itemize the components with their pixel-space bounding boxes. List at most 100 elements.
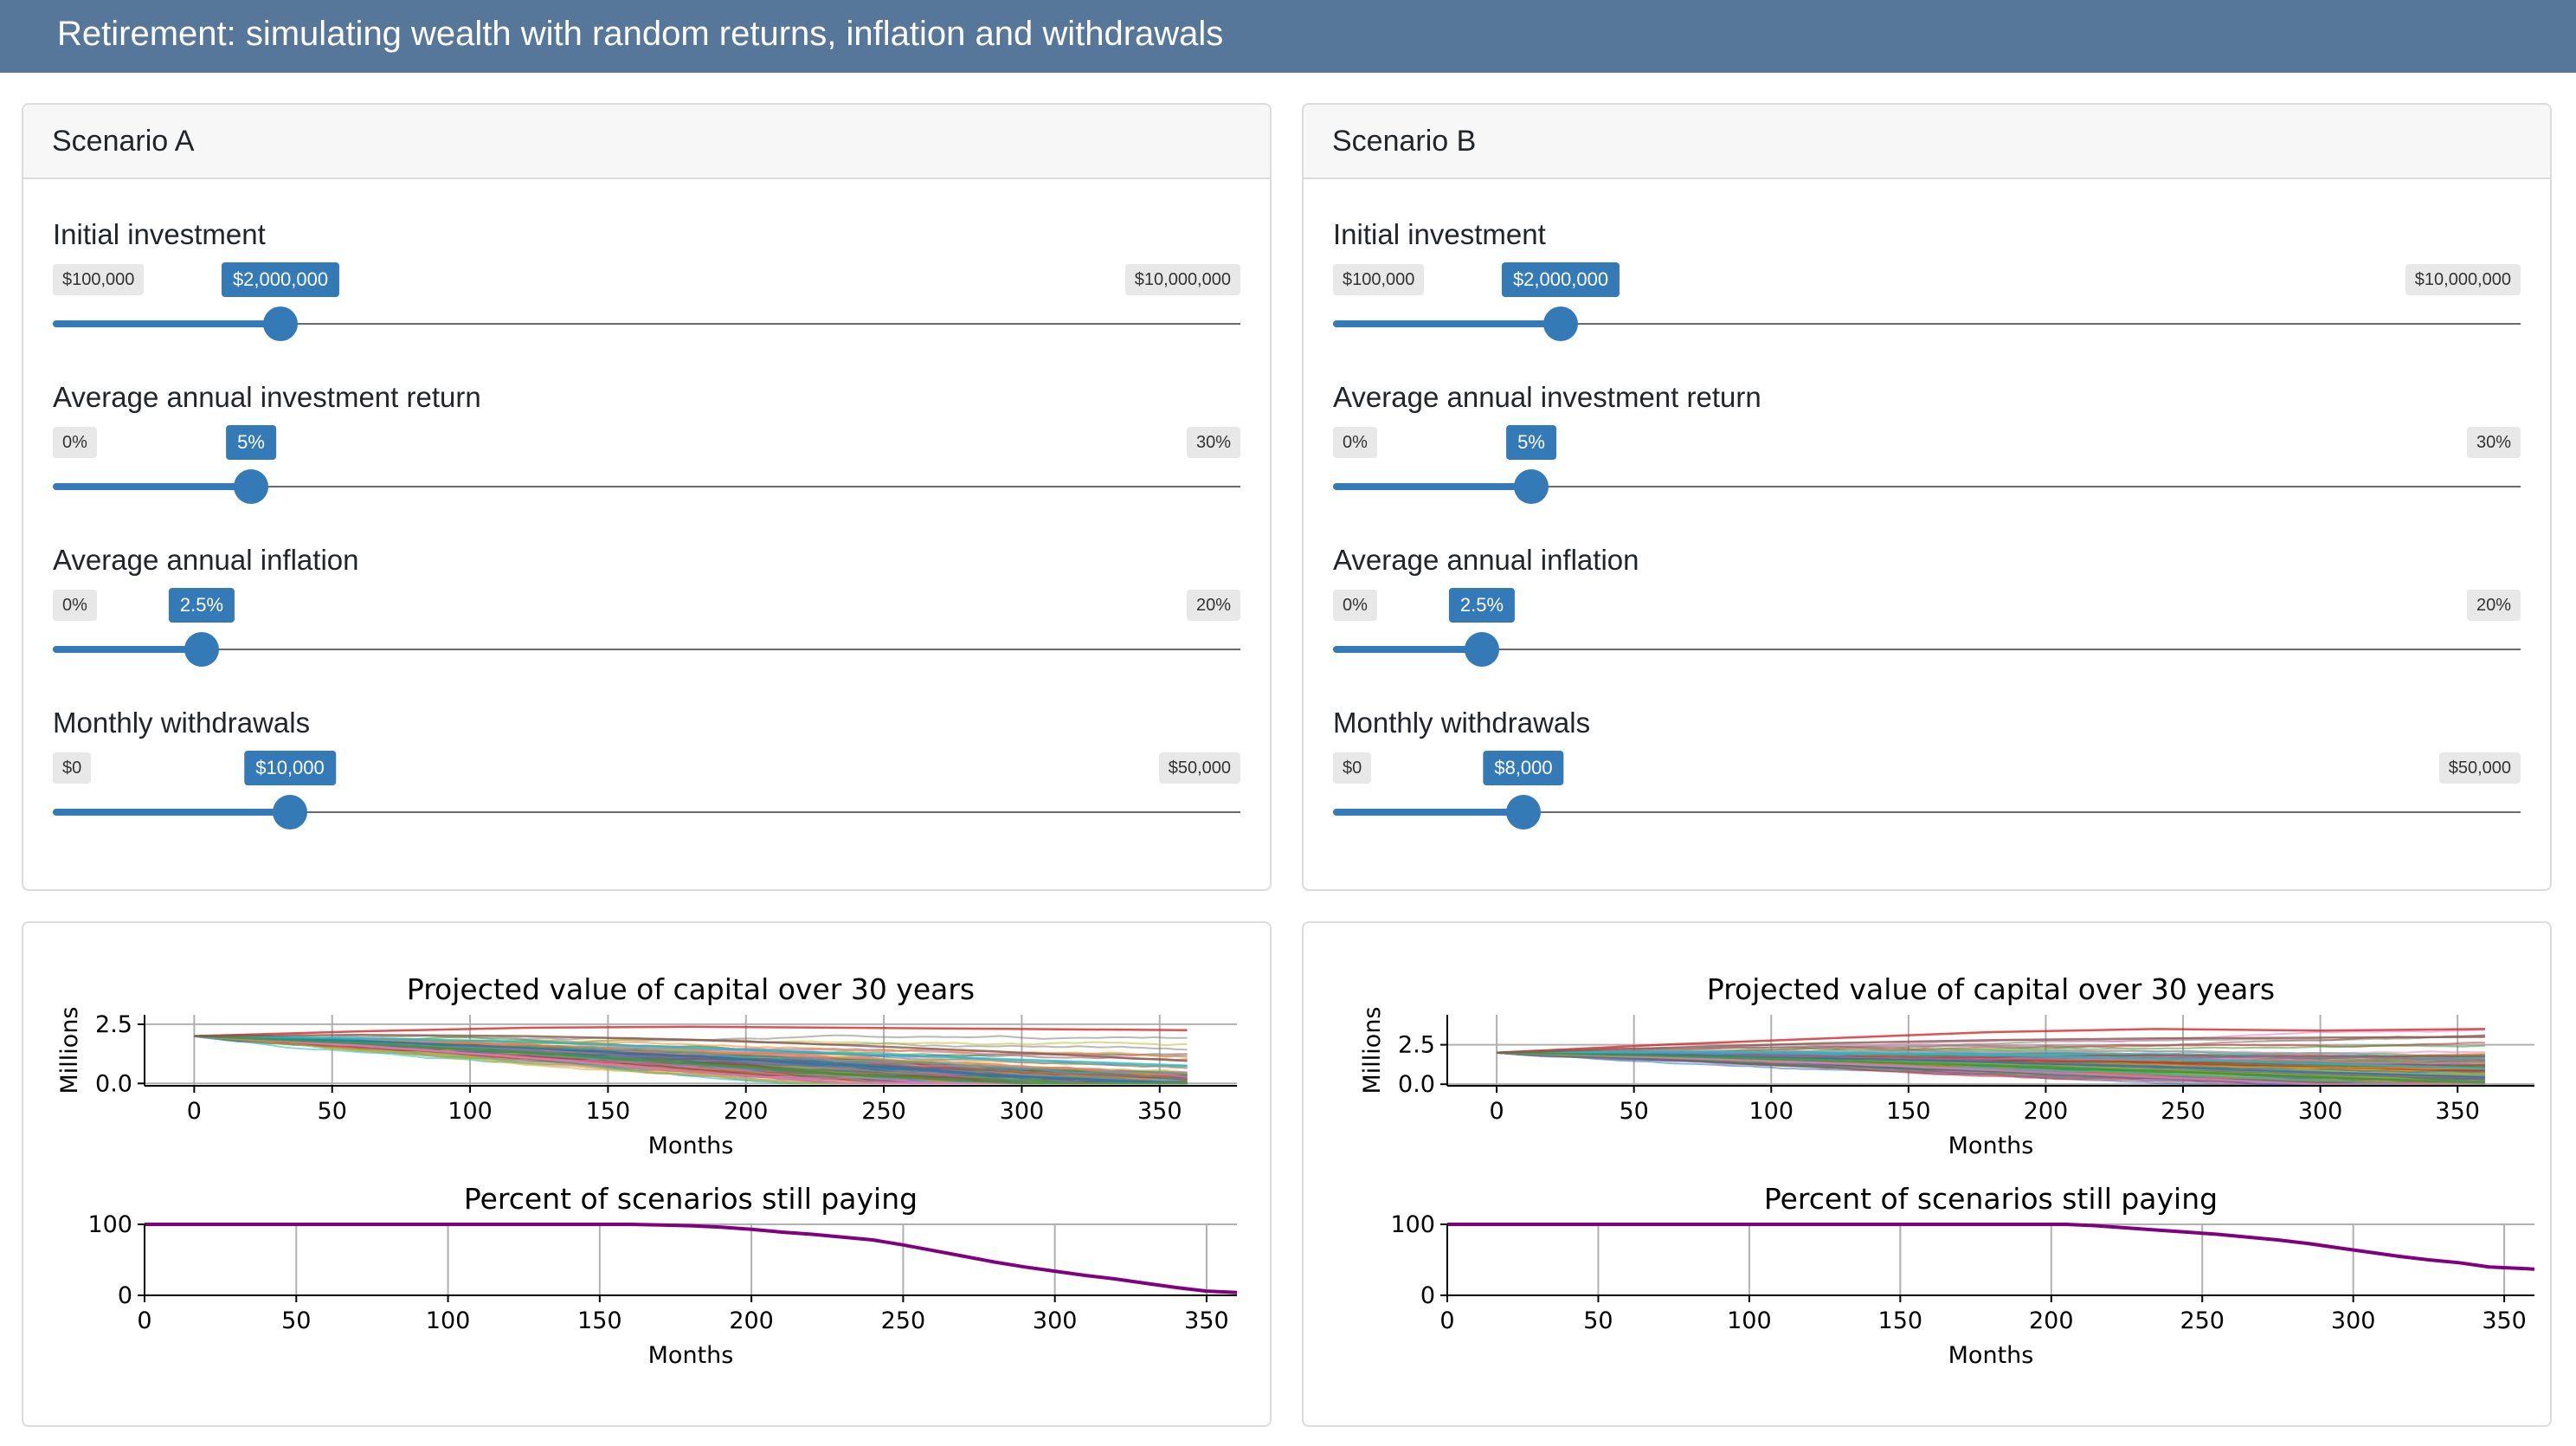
x-tick-label: 0 xyxy=(187,1098,202,1125)
annual-inflation-slider[interactable]: Average annual inflation 0% 20% 2.5% xyxy=(1333,541,2521,706)
slider-track[interactable] xyxy=(1333,486,2521,487)
x-tick-label: 50 xyxy=(1619,1098,1648,1125)
x-axis-label: Months xyxy=(648,1342,734,1369)
annual-return-slider[interactable]: Average annual investment return 0% 30% 5% xyxy=(1333,378,2521,543)
slider-min-label: $0 xyxy=(53,752,92,784)
slider-handle[interactable] xyxy=(234,469,268,504)
scenario-b-card: Scenario B Initial investment $100,000 $10… xyxy=(1302,103,2552,891)
slider-max-label: $50,000 xyxy=(2438,752,2521,784)
x-tick-label: 50 xyxy=(1583,1307,1613,1334)
x-tick-label: 350 xyxy=(2482,1307,2527,1334)
slider-max-label: 20% xyxy=(2466,590,2521,621)
wealth-chart: Projected value of capital over 30 years… xyxy=(1359,972,2534,1159)
x-tick-label: 0 xyxy=(137,1307,151,1334)
x-tick-label: 350 xyxy=(1137,1098,1182,1125)
slider-track-fill xyxy=(53,320,280,327)
initial-investment-slider[interactable]: Initial investment $100,000 $10,000,000 $2,… xyxy=(53,216,1240,380)
series-line xyxy=(1497,1036,2485,1054)
slider-track[interactable] xyxy=(1333,811,2521,813)
slider-value-label: $8,000 xyxy=(1483,751,1564,785)
chart-title: Percent of scenarios still paying xyxy=(1764,1182,2218,1216)
series-line xyxy=(194,1033,1188,1062)
slider-handle[interactable] xyxy=(273,795,307,830)
slider-handle[interactable] xyxy=(184,632,219,667)
x-tick-label: 100 xyxy=(1748,1098,1794,1125)
simulation-paths xyxy=(1497,1028,2485,1086)
slider-min-label: 0% xyxy=(1333,427,1377,458)
slider-max-label: 30% xyxy=(1186,427,1240,458)
slider-label: Initial investment xyxy=(1333,218,1546,250)
y-axis-label: Millions xyxy=(56,1007,83,1094)
series-line xyxy=(1497,1050,2485,1070)
slider-track[interactable] xyxy=(1333,649,2521,650)
slider-label: Monthly withdrawals xyxy=(53,707,311,739)
slider-label: Monthly withdrawals xyxy=(1333,707,1591,739)
slider-handle[interactable] xyxy=(1465,632,1499,667)
x-tick-label: 250 xyxy=(2161,1098,2206,1125)
card-header: Scenario A xyxy=(23,105,1270,179)
slider-value-label: 2.5% xyxy=(168,588,235,623)
slider-handle[interactable] xyxy=(1543,307,1578,341)
slider-track[interactable] xyxy=(53,649,1240,650)
slider-value-label: 2.5% xyxy=(1448,588,1516,623)
slider-min-label: 0% xyxy=(53,590,97,621)
chart-title: Percent of scenarios still paying xyxy=(464,1182,918,1216)
monthly-withdrawals-slider[interactable]: Monthly withdrawals $0 $50,000 $8,000 xyxy=(1333,704,2521,868)
slider-handle[interactable] xyxy=(1514,469,1549,504)
slider-track[interactable] xyxy=(1333,323,2521,325)
x-tick-label: 300 xyxy=(2298,1098,2343,1125)
scenario-a-card: Scenario A Initial investment $100,000 $10… xyxy=(22,103,1272,891)
slider-track-fill xyxy=(53,483,251,490)
x-tick-label: 200 xyxy=(2024,1098,2069,1125)
slider-max-label: 30% xyxy=(2466,427,2521,458)
y-tick-label: 0 xyxy=(118,1282,132,1309)
slider-track-fill xyxy=(1333,483,1531,490)
chart-title: Projected value of capital over 30 years xyxy=(1707,972,2275,1006)
x-tick-label: 200 xyxy=(724,1098,769,1125)
x-tick-label: 250 xyxy=(861,1098,906,1125)
simulation-path xyxy=(1497,1035,2485,1054)
y-axis-label: Millions xyxy=(1359,1007,1386,1094)
x-tick-label: 100 xyxy=(1727,1307,1772,1334)
x-axis-label: Months xyxy=(1948,1133,2034,1159)
slider-track[interactable] xyxy=(53,811,1240,813)
x-tick-label: 50 xyxy=(318,1098,347,1125)
slider-min-label: 0% xyxy=(53,427,97,458)
series-line xyxy=(1497,1028,2485,1054)
slider-value-label: $2,000,000 xyxy=(1501,262,1620,297)
slider-track-fill xyxy=(53,646,202,653)
card-title: Scenario B xyxy=(1332,125,1477,158)
annual-inflation-slider[interactable]: Average annual inflation 0% 20% 2.5% xyxy=(53,541,1240,706)
slider-label: Initial investment xyxy=(53,218,266,250)
slider-track-fill xyxy=(53,809,290,816)
slider-label: Average annual investment return xyxy=(1333,381,1761,413)
series-line xyxy=(194,1035,1188,1085)
x-tick-label: 200 xyxy=(729,1307,774,1334)
x-tick-label: 100 xyxy=(448,1098,493,1125)
x-tick-label: 300 xyxy=(2331,1307,2376,1334)
x-tick-label: 0 xyxy=(1439,1307,1454,1334)
initial-investment-slider[interactable]: Initial investment $100,000 $10,000,000 $2,… xyxy=(1333,216,2521,380)
x-tick-label: 250 xyxy=(881,1307,926,1334)
y-tick-label: 0.0 xyxy=(1398,1071,1435,1098)
slider-track-fill xyxy=(1333,320,1561,327)
slider-track[interactable] xyxy=(53,323,1240,325)
app-title: Retirement: simulating wealth with rando… xyxy=(57,15,1224,53)
slider-handle[interactable] xyxy=(1506,795,1541,830)
slider-handle[interactable] xyxy=(263,307,298,341)
x-tick-label: 150 xyxy=(577,1307,622,1334)
x-tick-label: 0 xyxy=(1489,1098,1504,1125)
annual-return-slider[interactable]: Average annual investment return 0% 30% 5% xyxy=(53,378,1240,543)
x-tick-label: 150 xyxy=(1878,1307,1923,1334)
slider-value-label: $10,000 xyxy=(244,751,336,785)
x-tick-label: 150 xyxy=(586,1098,631,1125)
series-line xyxy=(1497,1051,2485,1084)
slider-value-label: 5% xyxy=(226,425,276,460)
monthly-withdrawals-slider[interactable]: Monthly withdrawals $0 $50,000 $10,000 xyxy=(53,704,1240,868)
slider-value-label: $2,000,000 xyxy=(221,262,340,297)
slider-track[interactable] xyxy=(53,486,1240,487)
slider-track-fill xyxy=(1333,809,1523,816)
series-line xyxy=(194,1025,1188,1037)
y-tick-label: 2.5 xyxy=(1398,1032,1435,1059)
slider-min-label: $100,000 xyxy=(1333,264,1425,295)
